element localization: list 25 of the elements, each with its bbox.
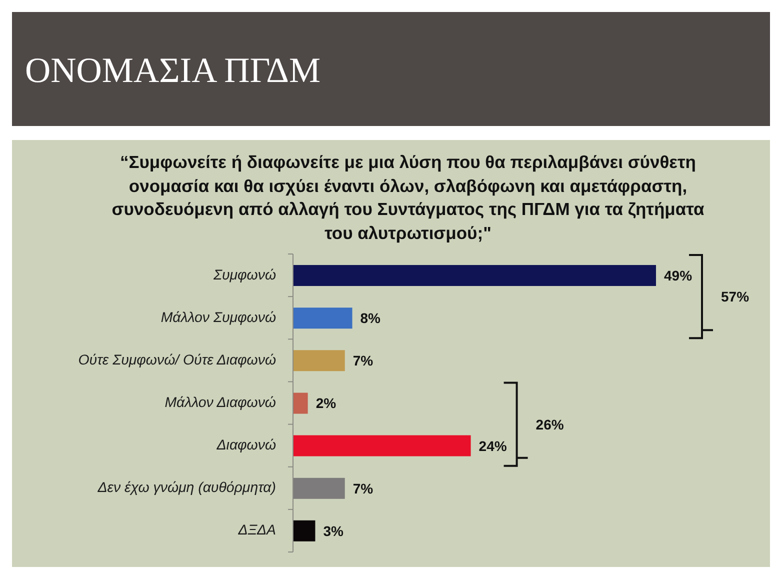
chart-subtitle: “Συμφωνείτε ή διαφωνείτε με μια λύση που θα περιλαμβάνει σύνθετη ονομασία και θα ισχύει έναντι όλων, σλαβόφωνη και αμετάφραστη, συνοδευόμενη από αλλαγή του Συντάγματος της ΠΓΔΜ για τα ζητήματα του αλυτρωτισμού;" (110, 151, 706, 245)
data-label: 7% (352, 480, 374, 496)
data-label: 3% (323, 522, 344, 539)
bar (293, 520, 316, 542)
y-tick-label: Διαφωνώ (216, 438, 276, 454)
bar (293, 350, 345, 372)
data-label: 7% (352, 352, 374, 369)
text: 57% (721, 288, 750, 305)
bar (293, 435, 471, 456)
chart-title: ΟΝΟΜΑΣΙΑ ΠΓΔΜ (25, 50, 321, 90)
y-tick-label: Δεν έχω γνώμη (αυθόρμητα) (96, 480, 276, 496)
y-tick-label: Μάλλον Συμφωνώ (160, 310, 276, 326)
data-label: 2% (316, 395, 337, 412)
annotation: 26% (536, 416, 564, 432)
y-tick-label: Μάλλον Διαφωνώ (164, 395, 276, 411)
bar (293, 392, 308, 414)
y-tick-label: Ούτε Συμφωνώ/ Ούτε Διαφωνώ (78, 352, 276, 368)
y-tick-label: Συμφωνώ (212, 267, 276, 284)
y-tick-label: ΔΞΔΑ (237, 522, 276, 539)
data-label: 8% (360, 310, 382, 326)
bar (293, 478, 345, 499)
data-label: 24% (478, 438, 508, 454)
bar (293, 265, 656, 286)
data-label: 49% (664, 267, 693, 284)
bar (293, 308, 352, 329)
